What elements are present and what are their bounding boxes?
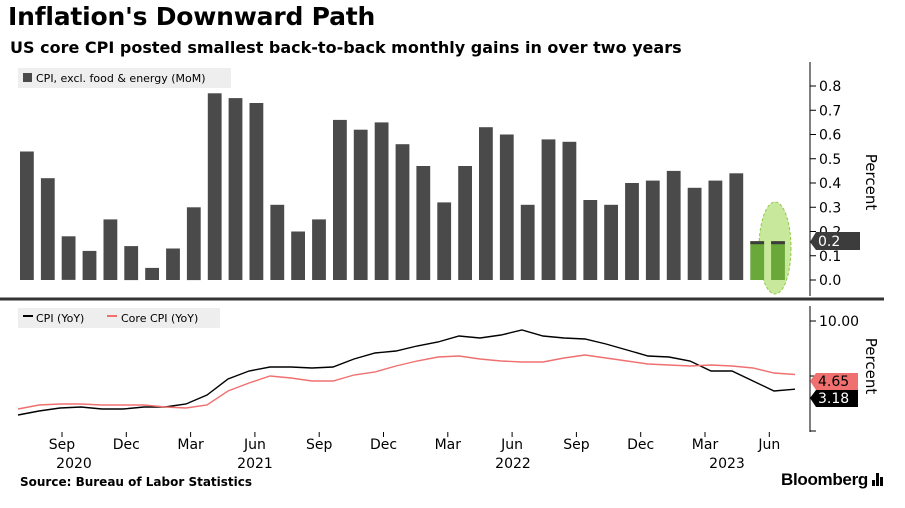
x-tick-label: Jun bbox=[757, 437, 780, 453]
bar bbox=[228, 98, 243, 280]
bar bbox=[186, 207, 201, 281]
x-year-label: 2021 bbox=[237, 456, 273, 472]
bar-series bbox=[20, 93, 744, 281]
core-legend-label: Core CPI (YoY) bbox=[121, 312, 198, 325]
bar bbox=[103, 219, 118, 280]
latest-bar bbox=[750, 241, 765, 280]
bar bbox=[562, 141, 577, 280]
bar bbox=[479, 127, 493, 280]
bloomberg-terminal-icon bbox=[872, 473, 883, 486]
bar bbox=[353, 129, 368, 280]
top-y-tick-label: 0.5 bbox=[819, 152, 841, 168]
latest-bar-cap bbox=[750, 241, 765, 245]
bar bbox=[124, 246, 139, 281]
bar bbox=[166, 248, 180, 280]
bar bbox=[708, 180, 723, 280]
bar bbox=[666, 170, 681, 280]
core-latest-value: 4.65 bbox=[818, 374, 849, 390]
x-tick-label: Dec bbox=[370, 437, 397, 453]
bar bbox=[291, 231, 305, 280]
bar-legend-box bbox=[18, 68, 231, 88]
source-note: Source: Bureau of Labor Statistics bbox=[20, 475, 253, 489]
x-tick-label: Sep bbox=[563, 437, 590, 453]
top-y-tick-label: 0.7 bbox=[819, 103, 841, 119]
bar bbox=[520, 204, 535, 280]
x-tick-label: Sep bbox=[306, 437, 333, 453]
line-legend-box bbox=[18, 308, 220, 328]
top-y-tick-label: 0.8 bbox=[819, 79, 841, 95]
core-cpi-line bbox=[17, 354, 796, 410]
cpi-latest-value: 3.18 bbox=[818, 391, 849, 407]
bar bbox=[499, 134, 514, 280]
x-tick-label: Mar bbox=[177, 437, 204, 453]
bar bbox=[40, 178, 55, 280]
bar bbox=[20, 151, 34, 280]
bottom-y-axis-label: Percent bbox=[862, 338, 880, 395]
cpi-line bbox=[17, 329, 796, 416]
bar bbox=[270, 204, 285, 280]
cpi-legend-label: CPI (YoY) bbox=[36, 312, 84, 325]
bar bbox=[729, 173, 744, 280]
bar bbox=[395, 144, 410, 280]
top-y-ticks: 0.8 0.7 0.6 0.5 0.4 0.3 0.20.1 0.0 bbox=[810, 79, 841, 289]
x-tick-label: Dec bbox=[627, 437, 654, 453]
bar-legend-label: CPI, excl. food & energy (MoM) bbox=[36, 72, 206, 85]
chart-title: Inflation's Downward Path bbox=[8, 2, 376, 31]
bar bbox=[645, 180, 660, 280]
x-tick-label: Jun bbox=[243, 437, 266, 453]
x-tick-label: Mar bbox=[435, 437, 462, 453]
bar bbox=[416, 166, 431, 280]
bar bbox=[61, 236, 76, 280]
bar bbox=[625, 183, 639, 280]
bottom-y-tick-label: 10.00 bbox=[819, 314, 859, 330]
x-year-label: 2020 bbox=[56, 456, 92, 472]
top-y-tick-label: 0.1 bbox=[819, 249, 841, 265]
bar bbox=[437, 202, 452, 280]
latest-bar-series bbox=[750, 241, 785, 280]
bar-legend-swatch bbox=[23, 73, 32, 82]
bar bbox=[82, 250, 97, 280]
bar bbox=[687, 187, 702, 280]
x-year-label: 2022 bbox=[495, 456, 531, 472]
top-y-tick-label: 0.4 bbox=[819, 176, 841, 192]
core-legend-swatch bbox=[107, 315, 117, 317]
latest-bar-cap bbox=[771, 241, 785, 245]
top-y-tick-label: 0.0 bbox=[819, 273, 841, 289]
bar bbox=[541, 139, 556, 280]
cpi-legend-swatch bbox=[23, 315, 33, 317]
x-year-label: 2023 bbox=[709, 456, 745, 472]
bar bbox=[145, 267, 159, 280]
bar bbox=[374, 122, 389, 281]
top-y-tick-label: 0.6 bbox=[819, 128, 841, 144]
x-tick-label: Sep bbox=[49, 437, 76, 453]
bar bbox=[249, 103, 264, 280]
bloomberg-logo: Bloomberg bbox=[781, 470, 883, 490]
latest-bar bbox=[771, 241, 785, 280]
x-tick-label: Jun bbox=[500, 437, 523, 453]
x-tick-label: Mar bbox=[692, 437, 719, 453]
bar bbox=[312, 219, 326, 280]
bar bbox=[583, 200, 598, 280]
bar bbox=[604, 204, 618, 280]
latest-bar-marker bbox=[810, 232, 860, 250]
x-axis: Sep Dec Mar Jun Sep Dec Mar Jun Sep Dec Mar Jun 2020… bbox=[49, 432, 780, 472]
latest-bar-value: 0.2 bbox=[818, 234, 840, 250]
bar bbox=[458, 166, 472, 280]
bar bbox=[207, 93, 222, 280]
core-latest-marker bbox=[810, 373, 858, 390]
top-y-axis-label: Percent bbox=[862, 154, 880, 211]
top-y-tick-label: 0.3 bbox=[819, 200, 841, 216]
bar bbox=[333, 119, 347, 281]
x-tick-label: Dec bbox=[113, 437, 140, 453]
brand-name: Bloomberg bbox=[780, 470, 868, 489]
cpi-latest-marker bbox=[810, 390, 858, 407]
chart-subtitle: US core CPI posted smallest back-to-back… bbox=[10, 38, 682, 57]
